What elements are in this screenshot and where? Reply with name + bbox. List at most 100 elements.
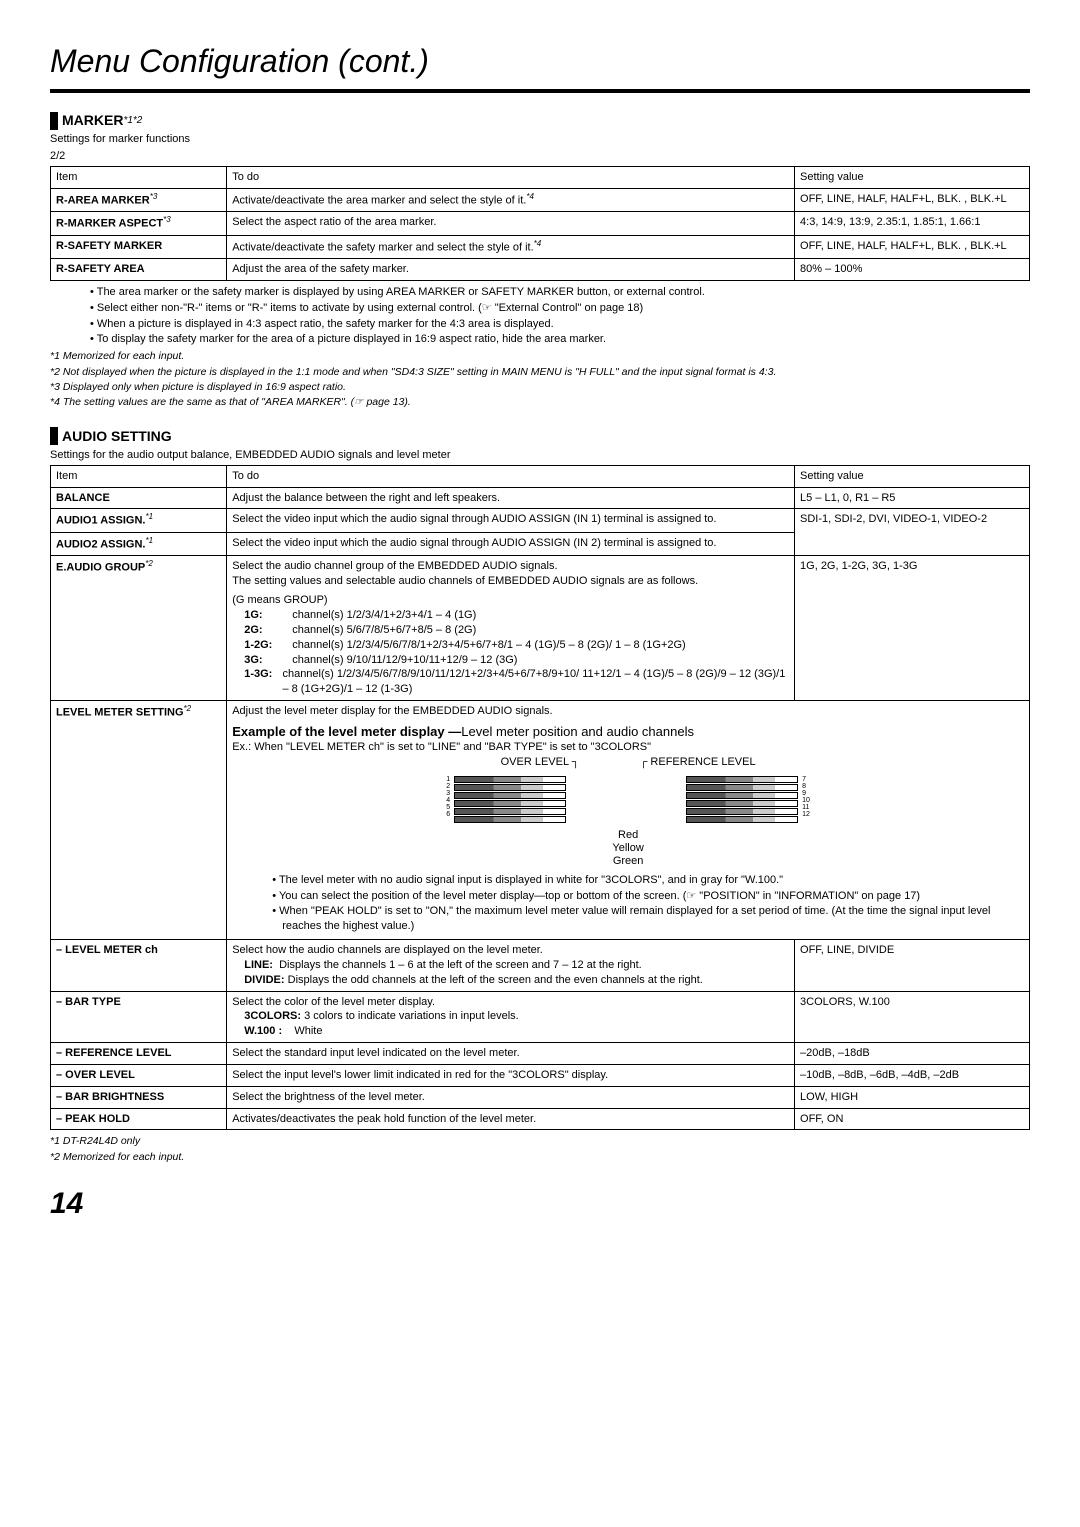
todo: Adjust the balance between the right and…: [227, 487, 795, 509]
gt: channel(s) 1/2/3/4/5/6/7/8/1+2/3+4/5+6/7…: [292, 638, 686, 653]
page-number: 14: [50, 1184, 1030, 1225]
val: OFF, LINE, HALF, HALF+L, BLK. , BLK.+L: [795, 235, 1030, 259]
fn: *2 Not displayed when the picture is dis…: [50, 365, 1030, 379]
ex-rest: Level meter position and audio channels: [461, 724, 694, 739]
col-item: Item: [51, 166, 227, 188]
val: OFF, ON: [795, 1108, 1030, 1130]
todo: Adjust the area of the safety marker.: [227, 259, 795, 281]
note: When a picture is displayed in 4:3 aspec…: [90, 317, 1030, 332]
audio-sub: Settings for the audio output balance, E…: [50, 448, 1030, 463]
gt: channel(s) 5/6/7/8/5+6/7+8/5 – 8 (2G): [292, 623, 476, 638]
wb: W.100 :: [244, 1025, 282, 1037]
item: R-AREA MARKER: [56, 194, 150, 206]
fn: *1 Memorized for each input.: [50, 349, 1030, 363]
marker-sub: Settings for marker functions: [50, 132, 1030, 147]
c3t: 3 colors to indicate variations in input…: [304, 1010, 519, 1022]
gmeans: (G means GROUP): [232, 593, 789, 608]
note: To display the safety marker for the are…: [90, 332, 1030, 347]
audio-title: AUDIO SETTING: [62, 427, 172, 446]
eaudio-intro: Select the audio channel group of the EM…: [232, 559, 789, 589]
marker-bar: [50, 112, 58, 130]
level-notes: The level meter with no audio signal inp…: [232, 873, 1024, 934]
ex-line: Ex.: When "LEVEL METER ch" is set to "LI…: [232, 740, 1024, 755]
col-item: Item: [51, 465, 227, 487]
val: 80% – 100%: [795, 259, 1030, 281]
audio-footnotes: *1 DT-R24L4D only *2 Memorized for each …: [50, 1134, 1030, 1163]
gt: channel(s) 1/2/3/4/5/6/7/8/9/10/11/12/1+…: [282, 667, 789, 697]
lmch-cell: Select how the audio channels are displa…: [227, 940, 795, 992]
sup: *2: [145, 559, 153, 568]
item: – LEVEL METER ch: [51, 940, 227, 992]
item: R-MARKER ASPECT: [56, 218, 163, 230]
item: – BAR TYPE: [51, 991, 227, 1043]
audio-heading: AUDIO SETTING: [50, 427, 1030, 446]
marker-sup: *1*2: [123, 114, 142, 128]
val: –20dB, –18dB: [795, 1043, 1030, 1065]
g: 1-3G:: [244, 667, 282, 697]
todo: Select the color of the level meter disp…: [232, 995, 789, 1010]
item: LEVEL METER SETTING: [56, 707, 184, 719]
marker-title: MARKER: [62, 111, 123, 130]
fn: *3 Displayed only when picture is displa…: [50, 380, 1030, 394]
item: – OVER LEVEL: [51, 1064, 227, 1086]
groups: 1G:channel(s) 1/2/3/4/1+2/3+4/1 – 4 (1G)…: [232, 608, 789, 697]
marker-footnotes: *1 Memorized for each input. *2 Not disp…: [50, 349, 1030, 409]
marker-notes: The area marker or the safety marker is …: [50, 285, 1030, 347]
item: – PEAK HOLD: [51, 1108, 227, 1130]
fn: *2 Memorized for each input.: [50, 1150, 1030, 1164]
val: OFF, LINE, DIVIDE: [795, 940, 1030, 992]
marker-heading: MARKER*1*2: [50, 111, 1030, 130]
sup: *1: [145, 512, 153, 521]
line-t: Displays the channels 1 – 6 at the left …: [279, 959, 642, 971]
todo: Select the aspect ratio of the area mark…: [227, 212, 795, 236]
item: BALANCE: [51, 487, 227, 509]
page-title: Menu Configuration (cont.): [50, 40, 1030, 93]
c3b: 3COLORS:: [244, 1010, 301, 1022]
g: 2G:: [244, 623, 292, 638]
fn: *1 DT-R24L4D only: [50, 1134, 1030, 1148]
col-val: Setting value: [795, 465, 1030, 487]
g: 1G:: [244, 608, 292, 623]
val: LOW, HIGH: [795, 1086, 1030, 1108]
todo: Select the brightness of the level meter…: [227, 1086, 795, 1108]
val: L5 – L1, 0, R1 – R5: [795, 487, 1030, 509]
ex-bold: Example of the level meter display —: [232, 724, 461, 739]
div-t: Displays the odd channels at the left of…: [288, 974, 703, 986]
div-b: DIVIDE:: [244, 974, 284, 986]
over-label: OVER LEVEL: [501, 756, 569, 768]
sup: *1: [145, 536, 153, 545]
item: AUDIO1 ASSIGN.: [56, 515, 145, 527]
item: R-SAFETY MARKER: [51, 235, 227, 259]
bartype-cell: Select the color of the level meter disp…: [227, 991, 795, 1043]
todo: Select how the audio channels are displa…: [232, 943, 789, 958]
item: – BAR BRIGHTNESS: [51, 1086, 227, 1108]
ref-label: REFERENCE LEVEL: [650, 756, 755, 768]
todo: Select the standard input level indicate…: [227, 1043, 795, 1065]
sup: *2: [184, 704, 192, 713]
g: 3G:: [244, 653, 292, 668]
val: SDI-1, SDI-2, DVI, VIDEO-1, VIDEO-2: [795, 509, 1030, 556]
item: E.AUDIO GROUP: [56, 562, 145, 574]
col-todo: To do: [227, 465, 795, 487]
note: Select either non-"R-" items or "R-" ite…: [90, 301, 1030, 316]
meter-figure: 123456 789101112: [232, 776, 1024, 823]
val: 4:3, 14:9, 13:9, 2.35:1, 1.85:1, 1.66:1: [795, 212, 1030, 236]
audio-bar: [50, 427, 58, 445]
sup: *4: [526, 192, 534, 201]
val: 3COLORS, W.100: [795, 991, 1030, 1043]
val: –10dB, –8dB, –6dB, –4dB, –2dB: [795, 1064, 1030, 1086]
item: AUDIO2 ASSIGN.: [56, 539, 145, 551]
level-intro: Adjust the level meter display for the E…: [232, 704, 1024, 719]
todo: Activates/deactivates the peak hold func…: [227, 1108, 795, 1130]
todo: Activate/deactivate the safety marker an…: [232, 241, 533, 253]
todo: Select the video input which the audio s…: [227, 532, 795, 556]
level-cell: Adjust the level meter display for the E…: [227, 701, 1030, 940]
todo: Activate/deactivate the area marker and …: [232, 194, 526, 206]
gt: channel(s) 9/10/11/12/9+10/11+12/9 – 12 …: [292, 653, 517, 668]
audio-table: Item To do Setting value BALANCEAdjust t…: [50, 465, 1030, 1131]
g: 1-2G:: [244, 638, 292, 653]
note: You can select the position of the level…: [272, 889, 1024, 904]
col-todo: To do: [227, 166, 795, 188]
sup: *3: [163, 215, 171, 224]
todo: Select the video input which the audio s…: [227, 509, 795, 533]
